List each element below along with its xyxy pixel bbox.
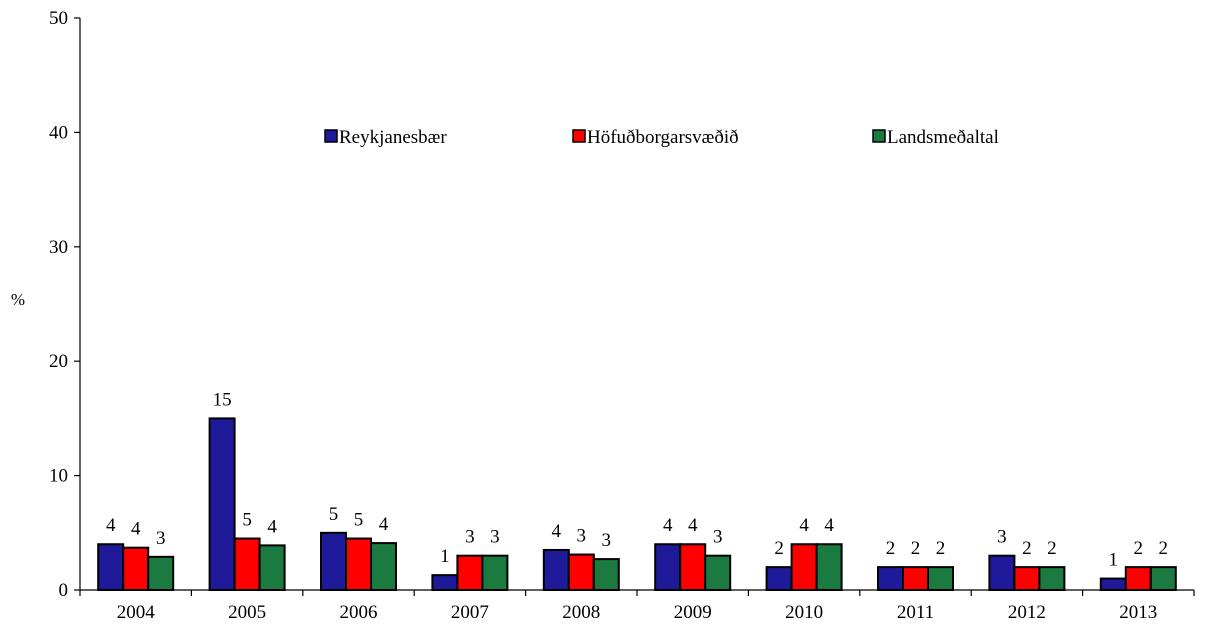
data-label: 2 [1159,538,1169,559]
data-label: 4 [824,515,834,536]
data-label: 3 [465,527,475,548]
bars [97,417,1177,592]
x-tick-label: 2005 [228,602,266,623]
x-tick-label: 2012 [1008,602,1046,623]
bar-2006-1 [320,531,347,591]
bar-2008-2 [567,553,595,592]
data-label: 3 [602,530,612,551]
y-tick-label: 0 [59,580,69,601]
y-tick-label: 10 [49,466,68,487]
x-tick-label: 2011 [897,602,934,623]
legend-label: Höfuðborgarsvæðið [587,127,739,148]
data-label: 4 [379,514,389,535]
data-label: 2 [774,538,784,559]
bar-2011-2 [902,566,929,591]
bar-2007-1 [431,574,459,591]
data-label: 15 [213,389,232,410]
bar-2009-3 [704,554,732,591]
bar-2004-1 [97,543,125,591]
y-tick-label: 40 [49,122,68,143]
data-label: 3 [997,527,1007,548]
bar-2010-3 [815,543,843,591]
bar-2007-2 [456,554,484,591]
data-label: 2 [886,538,896,559]
bar-2013-2 [1124,566,1152,591]
bar-2012-2 [1013,566,1041,591]
bar-2012-1 [988,554,1016,591]
y-axis-title: % [11,290,25,309]
bar-2009-2 [679,543,707,591]
legend: Reykjanesbær Höfuðborgarsvæðið Landsmeðalt… [324,127,999,148]
bar-2005-3 [258,544,286,591]
legend-label: Landsmeðaltal [887,127,999,148]
data-label: 3 [713,527,723,548]
x-tick-label: 2008 [562,602,600,623]
data-label: 4 [663,515,673,536]
y-tick-label: 30 [49,237,68,258]
x-tick-label: 2009 [674,602,712,623]
data-label: 2 [1047,538,1057,559]
bar-2008-3 [592,558,620,591]
data-label: 1 [1109,550,1119,571]
x-tick-label: 2010 [785,602,823,623]
data-label: 4 [106,515,116,536]
bar-2004-2 [122,546,150,591]
x-tick-label: 2006 [340,602,378,623]
data-label: 5 [329,504,339,525]
bar-2013-1 [1099,577,1127,591]
y-tick-label: 50 [49,8,68,29]
bar-2007-3 [481,554,509,591]
data-label: 3 [490,527,500,548]
bar-2006-2 [345,537,372,592]
data-label: 4 [799,515,809,536]
bar-2012-3 [1038,566,1066,591]
bar-2005-1 [208,417,236,591]
data-label: 5 [242,510,252,531]
data-label: 4 [688,515,698,536]
data-label: 2 [911,538,921,559]
x-tick-label: 2004 [117,602,156,623]
bar-2011-3 [927,566,954,591]
data-label: 2 [1022,538,1032,559]
bar-2009-1 [654,543,682,591]
legend-swatch [872,129,886,143]
bar-2011-1 [877,566,904,591]
bar-2008-1 [542,548,570,592]
data-label: 2 [1134,538,1144,559]
data-label: 4 [131,519,141,540]
x-tick-label: 2013 [1119,602,1157,623]
bar-2004-3 [147,555,175,591]
data-label: 1 [440,546,450,567]
y-tick-label: 20 [49,351,68,372]
legend-swatch [324,129,338,143]
data-label: 4 [267,516,277,537]
data-label: 3 [156,528,166,549]
bar-2013-3 [1149,566,1177,591]
x-axis: 2004 2005 2006 2007 2008 2009 2010 2011 2012 2013 [79,589,1195,623]
legend-swatch [572,129,586,143]
bar-2006-3 [370,542,397,592]
y-axis: 0 10 20 30 40 50 [49,8,81,601]
legend-label: Reykjanesbær [339,127,447,148]
data-label: 3 [577,526,587,547]
data-label: 2 [936,538,946,559]
data-label: 5 [354,510,364,531]
x-tick-label: 2007 [451,602,489,623]
bar-2010-2 [790,543,818,591]
bar-2010-1 [765,566,793,591]
bar-2005-2 [233,537,261,592]
data-label: 4 [552,521,562,542]
